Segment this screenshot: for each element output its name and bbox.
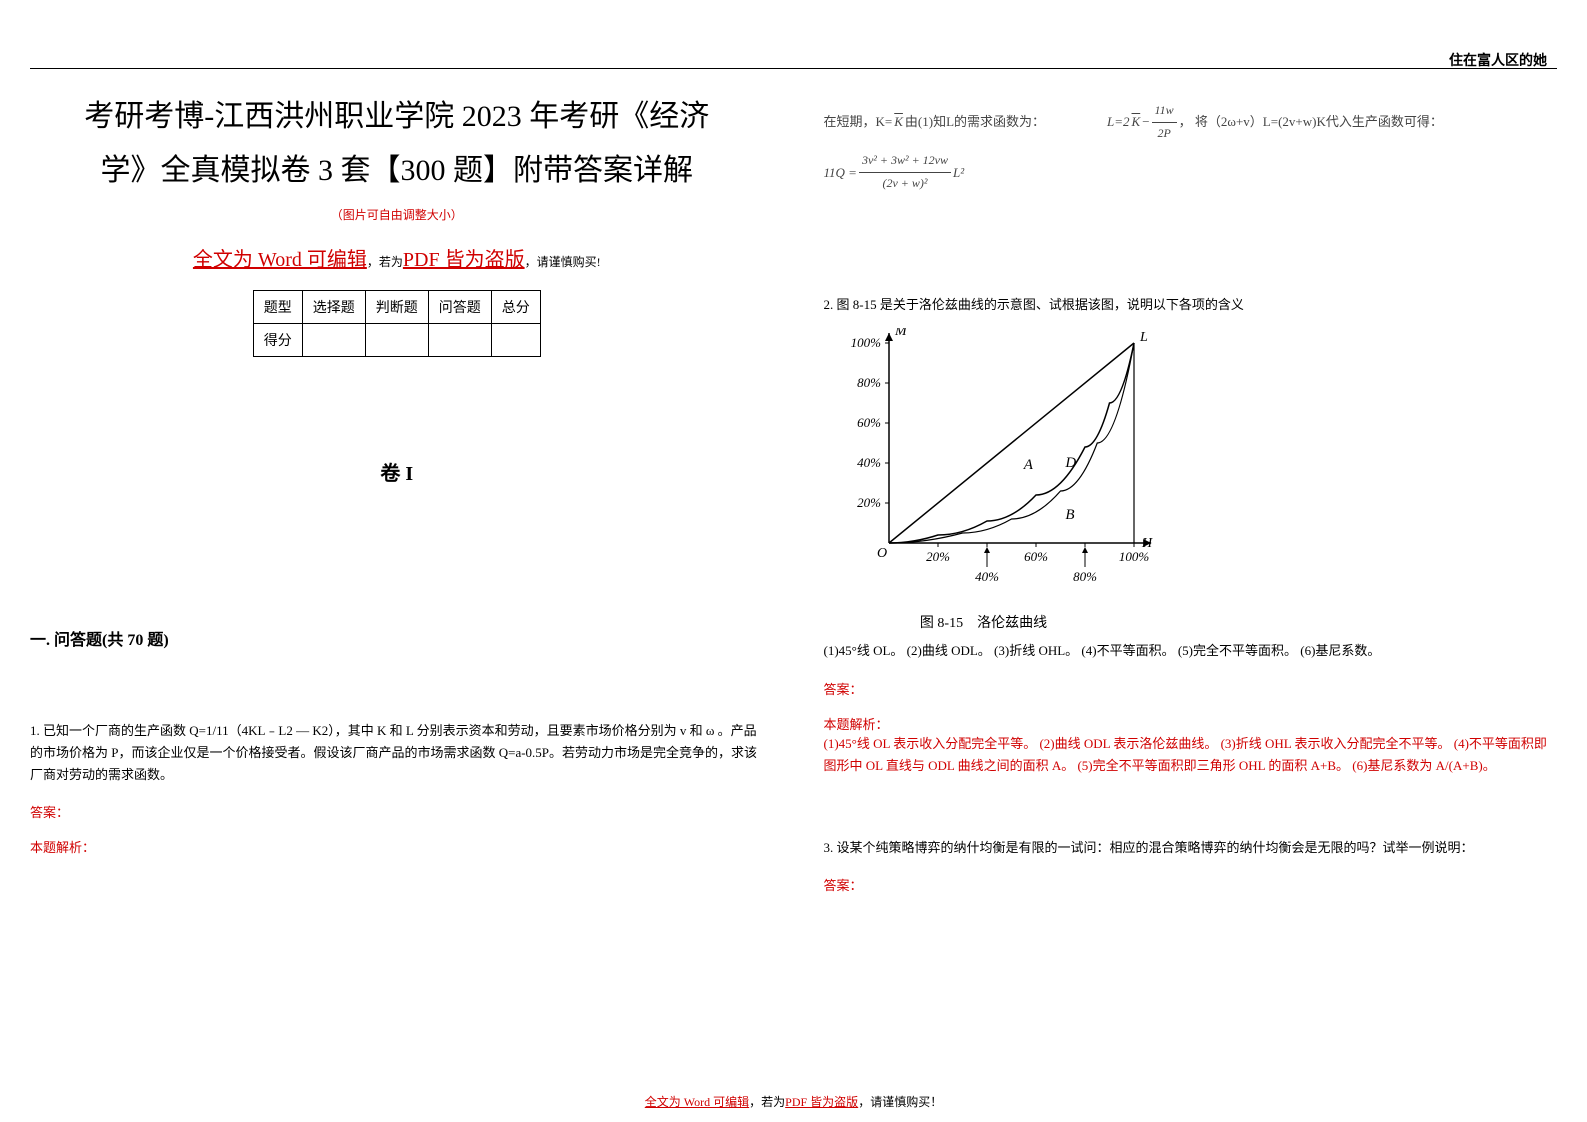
- score-table: 题型 选择题 判断题 问答题 总分 得分: [253, 290, 541, 357]
- f1-minus: −: [1142, 110, 1149, 133]
- svg-text:A: A: [1022, 457, 1033, 473]
- f1-mid: 由(1)知L的需求函数为：: [905, 110, 1045, 133]
- warning-mid: ，若为: [367, 255, 403, 269]
- svg-text:20%: 20%: [857, 495, 881, 510]
- footer: 全文为 Word 可编辑，若为PDF 皆为盗版，请谨慎购买！: [0, 1093, 1587, 1110]
- section-heading: 一. 问答题(共 70 题): [30, 626, 764, 650]
- f1-suffix: ， 将（2ω+v）L=(2v+w)K代入生产函数可得：: [1179, 110, 1443, 133]
- footer-suffix: ，请谨慎购买！: [858, 1095, 942, 1109]
- q2-subitems: (1)45°线 OL。 (2)曲线 ODL。 (3)折线 OHL。 (4)不平等…: [824, 640, 1558, 662]
- svg-text:B: B: [1065, 507, 1074, 523]
- f2-prefix: 11Q =: [824, 161, 857, 184]
- svg-text:D: D: [1064, 455, 1076, 471]
- q3-answer-label: 答案：: [824, 875, 1558, 894]
- question-1: 1. 已知一个厂商的生产函数 Q=1/11（4KL﹣L2 — K2），其中 K …: [30, 720, 764, 786]
- svg-text:M: M: [894, 328, 908, 339]
- warning-suffix: ，请谨慎购买!: [525, 255, 601, 269]
- q1-answer-label: 答案：: [30, 802, 764, 821]
- footer-pdf: PDF 皆为盗版: [785, 1095, 858, 1109]
- f1-frac: 11w 2P: [1152, 100, 1177, 144]
- svg-text:40%: 40%: [857, 455, 881, 470]
- footer-mid: ，若为: [749, 1095, 785, 1109]
- svg-text:H: H: [1141, 536, 1153, 551]
- q1-analysis-label: 本题解析：: [30, 837, 764, 856]
- f2-frac-num: 3v² + 3w² + 12vw: [859, 150, 951, 173]
- f1-frac-num: 11w: [1152, 100, 1177, 123]
- document-title: 考研考博-江西洪州职业学院 2023 年考研《经济 学》全真模拟卷 3 套【30…: [30, 90, 764, 198]
- title-line-1: 考研考博-江西洪州职业学院 2023 年考研《经济: [84, 100, 709, 133]
- f1-frac-den: 2P: [1152, 123, 1177, 145]
- lorenz-caption: 图 8-15 洛伦兹曲线: [824, 612, 1144, 632]
- pdf-pirate-text: PDF 皆为盗版: [403, 249, 525, 271]
- top-divider: [30, 68, 1557, 69]
- th-judge: 判断题: [365, 291, 428, 324]
- svg-text:60%: 60%: [1024, 549, 1048, 564]
- th-qa: 问答题: [428, 291, 491, 324]
- svg-text:80%: 80%: [857, 375, 881, 390]
- svg-text:80%: 80%: [1073, 569, 1097, 584]
- f2-frac: 3v² + 3w² + 12vw (2v + w)²: [859, 150, 951, 194]
- f1-L: L=2: [1107, 110, 1130, 133]
- f2-frac-den: (2v + w)²: [859, 173, 951, 195]
- th-choice: 选择题: [302, 291, 365, 324]
- editable-warning: 全文为 Word 可编辑，若为PDF 皆为盗版，请谨慎购买!: [30, 243, 764, 272]
- cell-qa: [428, 324, 491, 357]
- formula-line-1: 在短期，K= K 由(1)知L的需求函数为： L=2 K − 11w 2P ， …: [824, 100, 1558, 144]
- footer-word: 全文为 Word 可编辑: [645, 1095, 749, 1109]
- lorenz-chart: 20% 40% 60% 80% 100% 20% 40% 60% 80% 100% O M H L A D B: [834, 328, 1154, 608]
- two-column-layout: 考研考博-江西洪州职业学院 2023 年考研《经济 学》全真模拟卷 3 套【30…: [30, 90, 1557, 894]
- svg-text:20%: 20%: [926, 549, 950, 564]
- left-column: 考研考博-江西洪州职业学院 2023 年考研《经济 学》全真模拟卷 3 套【30…: [30, 90, 764, 894]
- volume-label: 卷 I: [30, 457, 764, 486]
- table-header-row: 题型 选择题 判断题 问答题 总分: [253, 291, 540, 324]
- cell-total: [491, 324, 540, 357]
- row-label: 得分: [253, 324, 302, 357]
- svg-text:40%: 40%: [975, 569, 999, 584]
- svg-text:100%: 100%: [1118, 549, 1149, 564]
- question-2: 2. 图 8-15 是关于洛伦兹曲线的示意图、试根据该图，说明以下各项的含义: [824, 294, 1558, 316]
- cell-judge: [365, 324, 428, 357]
- header-author: 住在富人区的她: [1449, 50, 1547, 70]
- svg-text:60%: 60%: [857, 415, 881, 430]
- f1-kbar: K: [894, 110, 903, 133]
- formula-block: 在短期，K= K 由(1)知L的需求函数为： L=2 K − 11w 2P ， …: [824, 90, 1558, 204]
- word-editable-text: 全文为 Word 可编辑: [193, 249, 367, 271]
- f1-prefix: 在短期，K=: [824, 110, 893, 133]
- f2-suffix: L²: [953, 161, 964, 184]
- th-total: 总分: [491, 291, 540, 324]
- title-line-2: 学》全真模拟卷 3 套【300 题】附带答案详解: [101, 154, 694, 187]
- table-score-row: 得分: [253, 324, 540, 357]
- lorenz-chart-block: 20%40%60%80%100%20%40%60%80%100%OMHLADB …: [824, 328, 1558, 632]
- subtitle-note: （图片可自由调整大小）: [30, 206, 764, 223]
- svg-text:L: L: [1139, 330, 1148, 345]
- f1-kbar2: K: [1132, 110, 1141, 133]
- svg-text:100%: 100%: [850, 335, 881, 350]
- right-column: 在短期，K= K 由(1)知L的需求函数为： L=2 K − 11w 2P ， …: [824, 90, 1558, 894]
- svg-text:O: O: [877, 546, 887, 561]
- th-type: 题型: [253, 291, 302, 324]
- cell-choice: [302, 324, 365, 357]
- q2-analysis-text: (1)45°线 OL 表示收入分配完全平等。 (2)曲线 ODL 表示洛伦兹曲线…: [824, 733, 1558, 777]
- formula-line-2: 11Q = 3v² + 3w² + 12vw (2v + w)² L²: [824, 150, 1558, 194]
- q2-answer-label: 答案：: [824, 679, 1558, 698]
- question-3: 3. 设某个纯策略博弈的纳什均衡是有限的一试问：相应的混合策略博弈的纳什均衡会是…: [824, 837, 1558, 859]
- q2-analysis-label: 本题解析：: [824, 714, 1558, 733]
